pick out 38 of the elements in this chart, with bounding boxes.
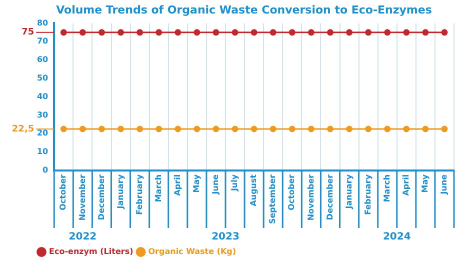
x-tick-label: October: [287, 174, 296, 210]
text: 2023: [212, 232, 240, 243]
x-tick-label: February: [363, 174, 372, 215]
y-tick-label: 30: [36, 110, 49, 120]
x-tick-label: November: [78, 174, 87, 221]
x-tick-label: December: [325, 174, 334, 220]
chart-title: Volume Trends of Organic Waste Conversion to Eco-Enzymes: [56, 3, 432, 16]
x-tick-label: August: [249, 174, 258, 206]
x-tick-label: June: [440, 174, 449, 196]
y-tick-label: 60: [36, 55, 49, 64]
ref-line-label: 75: [22, 28, 34, 38]
x-tick-label: February: [134, 174, 144, 215]
x-tick-label: January: [116, 174, 125, 210]
text: 2022: [68, 232, 97, 243]
legend-label: Organic Waste (Kg): [148, 247, 236, 256]
y-tick-label: 20: [36, 128, 49, 138]
x-tick-label: April: [172, 174, 182, 196]
x-tick-label: March: [382, 174, 392, 202]
x-tick-label: March: [154, 174, 163, 202]
x-tick-label: April: [401, 174, 410, 196]
x-tick-label: November: [306, 174, 316, 221]
y-tick-label: 10: [36, 147, 49, 156]
x-tick-label: July: [230, 174, 240, 192]
x-tick-label: September: [268, 174, 278, 224]
y-tick-label: 40: [36, 92, 49, 101]
text: 2024: [382, 232, 411, 243]
x-tick-label: October: [58, 174, 68, 210]
ref-line-label: 22,5: [12, 124, 34, 134]
x-tick-label: June: [211, 174, 220, 196]
y-tick-label: 50: [36, 73, 49, 82]
legend-label: Eco-enzym (Liters): [49, 247, 134, 256]
y-tick-label: 0: [42, 165, 49, 174]
x-tick-label: December: [96, 174, 106, 220]
x-tick-label: January: [344, 174, 354, 210]
x-tick-label: May: [192, 174, 202, 193]
y-tick-label: 80: [36, 18, 49, 28]
y-tick-label: 70: [36, 36, 49, 46]
x-tick-label: May: [420, 174, 430, 193]
